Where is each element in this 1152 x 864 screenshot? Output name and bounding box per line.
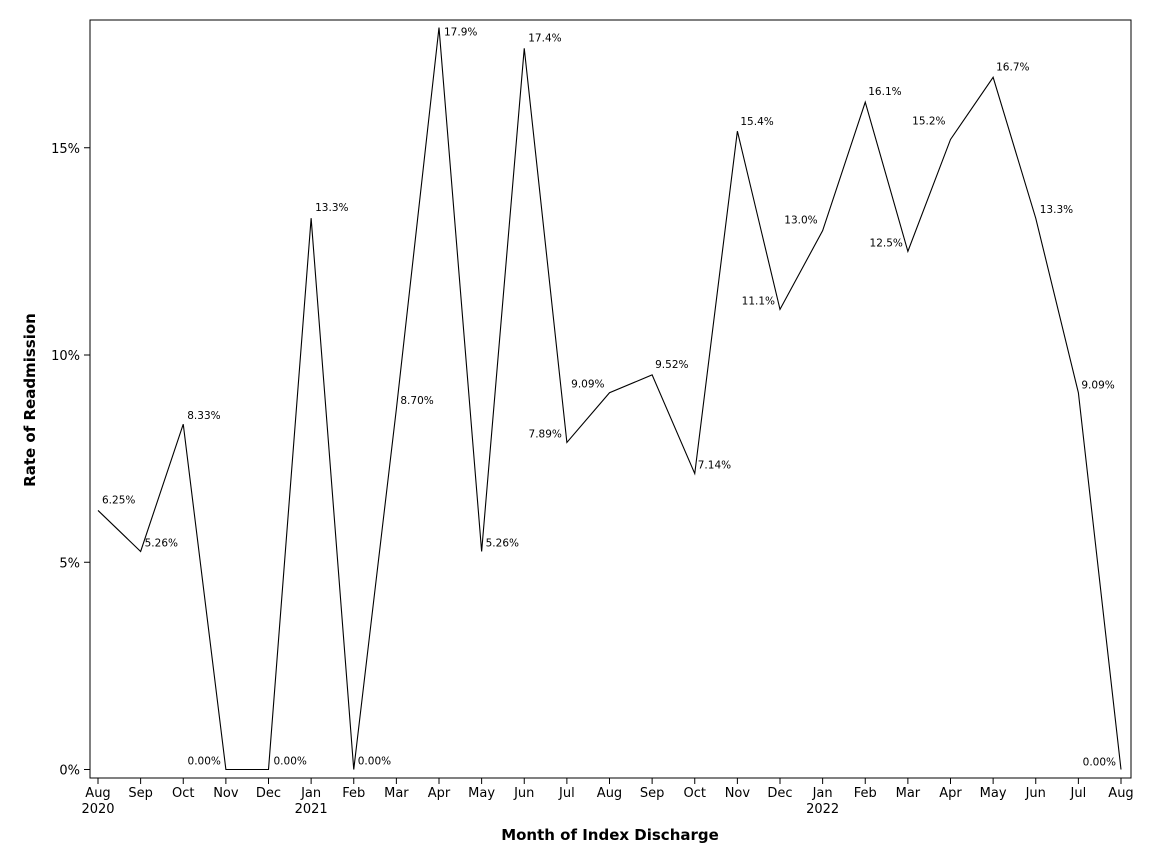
data-label-11: 7.89%	[529, 428, 562, 440]
data-label-17: 13.0%	[784, 215, 817, 227]
x-tick-label-5: Jan	[300, 786, 321, 801]
x-tick-label-18: Feb	[854, 786, 877, 801]
x-tick-label-19: Mar	[896, 786, 921, 801]
x-tick-label-1: Sep	[128, 786, 153, 801]
x-tick-label-14: Oct	[684, 786, 706, 801]
data-label-24: 0.00%	[1083, 757, 1116, 769]
data-label-15: 15.4%	[740, 116, 773, 128]
x-tick-label-12: Aug	[597, 786, 622, 801]
data-label-14: 7.14%	[698, 460, 731, 472]
x-tick-label-16: Dec	[767, 786, 792, 801]
data-label-13: 9.52%	[655, 359, 688, 371]
data-label-12: 9.09%	[571, 379, 604, 391]
data-label-19: 12.5%	[870, 237, 903, 249]
x-year-label-5: 2021	[295, 802, 328, 817]
x-axis-title: Month of Index Discharge	[501, 826, 719, 844]
data-label-1: 5.26%	[145, 537, 178, 549]
data-label-7: 8.70%	[400, 395, 433, 407]
data-label-20: 15.2%	[912, 115, 945, 127]
x-tick-label-6: Feb	[342, 786, 365, 801]
data-label-18: 16.1%	[868, 86, 901, 98]
x-tick-label-3: Nov	[213, 786, 239, 801]
data-label-16: 11.1%	[742, 295, 775, 307]
x-year-label-0: 2020	[81, 802, 114, 817]
x-tick-label-11: Jul	[558, 786, 575, 801]
data-label-3: 0.00%	[188, 756, 221, 768]
x-tick-label-10: Jun	[513, 786, 534, 801]
data-label-22: 13.3%	[1040, 204, 1073, 216]
plot-frame	[89, 19, 1132, 779]
x-tick-label-22: Jun	[1025, 786, 1046, 801]
data-label-4: 0.00%	[274, 756, 307, 768]
x-tick-label-13: Sep	[640, 786, 665, 801]
data-label-6: 0.00%	[358, 756, 391, 768]
y-tick-label-0: 0%	[59, 764, 80, 779]
x-year-label-17: 2022	[806, 802, 839, 817]
y-tick-label-3: 15%	[51, 142, 80, 157]
y-axis: 0% 5% 10% 15%	[51, 142, 90, 779]
y-tick-label-1: 5%	[59, 556, 80, 571]
x-tick-label-2: Oct	[172, 786, 194, 801]
data-labels: 6.25% 5.26% 8.33% 0.00% 0.00% 13.3% 0.00% 8.70%…	[102, 27, 1116, 769]
data-label-23: 9.09%	[1081, 380, 1114, 392]
data-label-9: 5.26%	[486, 537, 519, 549]
x-tick-label-15: Nov	[725, 786, 751, 801]
x-tick-label-9: May	[468, 786, 495, 801]
data-label-21: 16.7%	[996, 61, 1029, 73]
x-tick-label-23: Jul	[1070, 786, 1087, 801]
series-line	[97, 27, 1122, 771]
x-tick-label-17: Jan	[812, 786, 833, 801]
data-label-0: 6.25%	[102, 494, 135, 506]
x-tick-label-8: Apr	[428, 786, 451, 801]
data-label-8: 17.9%	[444, 27, 477, 39]
x-tick-label-0: Aug	[85, 786, 110, 801]
y-tick-label-2: 10%	[51, 349, 80, 364]
series-readmission-rate	[97, 27, 1122, 771]
x-tick-label-21: May	[980, 786, 1007, 801]
x-tick-label-20: Apr	[939, 786, 962, 801]
data-label-5: 13.3%	[315, 202, 348, 214]
x-tick-label-4: Dec	[256, 786, 281, 801]
y-axis-title: Rate of Readmission	[21, 313, 39, 487]
data-label-2: 8.33%	[187, 410, 220, 422]
x-tick-label-24: Aug	[1108, 786, 1133, 801]
data-label-10: 17.4%	[528, 32, 561, 44]
x-tick-label-7: Mar	[384, 786, 409, 801]
